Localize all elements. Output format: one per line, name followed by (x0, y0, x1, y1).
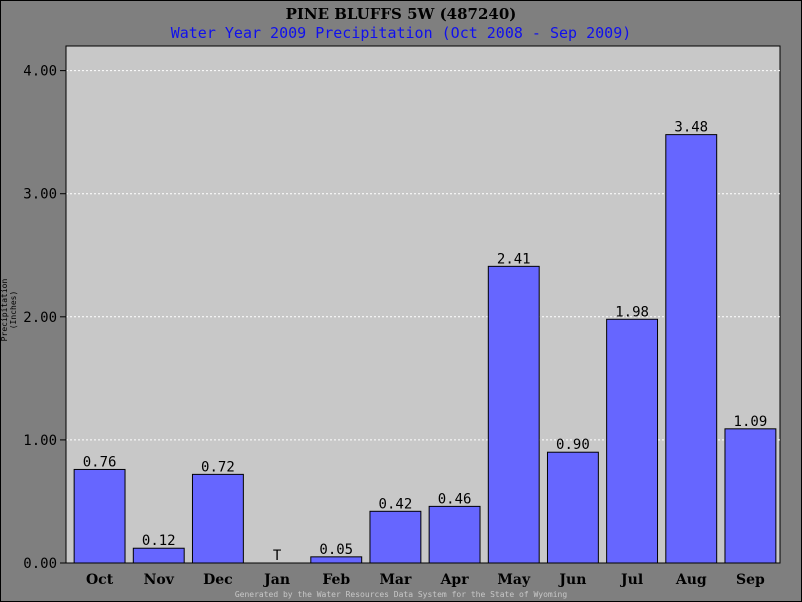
x-tick-label: Feb (322, 572, 350, 588)
x-tick-label: Mar (379, 572, 412, 588)
x-tick-label: Nov (144, 572, 175, 588)
bar (132, 547, 185, 564)
data-label: 3.48 (674, 120, 708, 136)
data-label: 0.42 (379, 496, 413, 512)
chart-title: PINE BLUFFS 5W (487240) (285, 5, 517, 23)
y-tick-label: 1.00 (23, 433, 57, 449)
bar (665, 134, 718, 564)
bar (73, 468, 126, 564)
x-tick-label: Jul (619, 572, 643, 588)
y-tick-label: 2.00 (23, 310, 57, 326)
chart-footer: Generated by the Water Resources Data Sy… (234, 590, 568, 599)
data-label: 0.76 (83, 454, 117, 470)
y-tick-label: 0.00 (23, 556, 57, 572)
x-tick-label: Sep (736, 572, 765, 588)
bar (606, 318, 659, 564)
bar (487, 265, 540, 564)
y-tick-label: 3.00 (23, 187, 57, 203)
data-label: 0.05 (319, 542, 353, 558)
data-label: 2.41 (497, 251, 531, 267)
x-tick-label: Jan (262, 572, 290, 588)
data-label: 1.09 (734, 414, 768, 430)
data-label: T (273, 548, 282, 564)
x-tick-label: Apr (440, 572, 470, 588)
x-tick-label: Jun (557, 572, 586, 588)
bar (428, 505, 481, 564)
data-label: 0.46 (438, 491, 472, 507)
x-tick-label: Aug (675, 572, 707, 588)
data-label: 0.72 (201, 459, 235, 475)
bar (546, 451, 599, 564)
x-tick-label: Oct (86, 572, 114, 588)
y-tick-label: 4.00 (23, 64, 57, 80)
bar (724, 428, 777, 564)
plot-area (65, 45, 781, 564)
data-label: 1.98 (615, 304, 649, 320)
x-tick-label: Dec (203, 572, 233, 588)
data-label: 0.12 (142, 533, 176, 549)
data-label: 0.90 (556, 437, 590, 453)
bar (191, 473, 244, 564)
bar (369, 510, 422, 564)
chart-subtitle: Water Year 2009 Precipitation (Oct 2008 … (170, 24, 632, 42)
x-tick-label: May (497, 572, 531, 588)
